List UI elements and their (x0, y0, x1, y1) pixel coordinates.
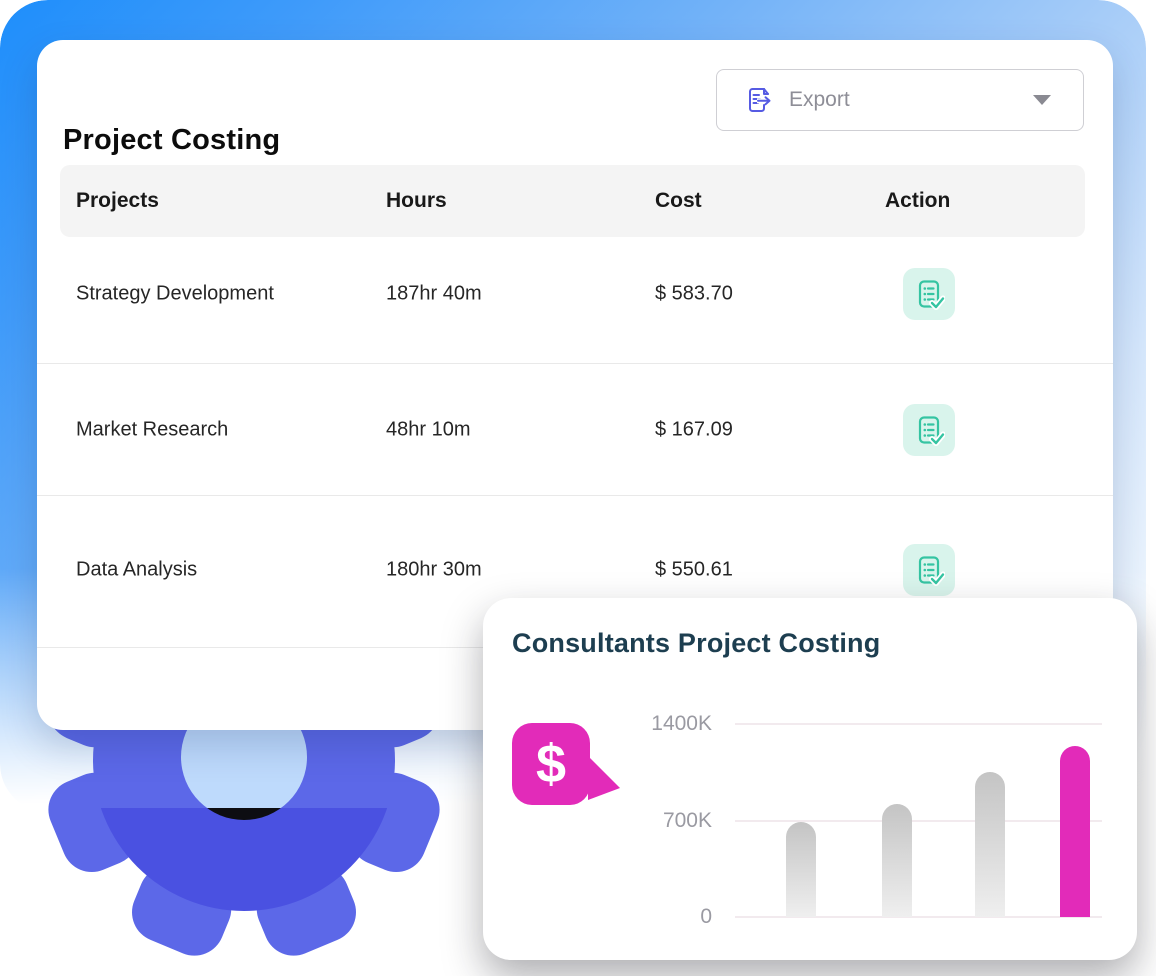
gridline (735, 916, 1102, 918)
export-button[interactable]: Export (716, 69, 1084, 131)
table-header-action: Action (885, 189, 951, 212)
chart-bar (975, 772, 1005, 917)
row-divider (37, 363, 1113, 364)
row-divider (37, 495, 1113, 496)
consultants-chart-card: Consultants Project Costing $ 1400K 700K… (483, 598, 1137, 960)
invoice-action-button[interactable] (903, 268, 955, 320)
project-cost: $ 550.61 (655, 558, 733, 581)
project-name: Data Analysis (76, 558, 198, 581)
project-cost: $ 583.70 (655, 282, 733, 305)
invoice-checklist-icon (918, 556, 945, 586)
gridline (735, 820, 1102, 822)
gridline (735, 723, 1102, 725)
dollar-badge-icon: $ (512, 723, 590, 805)
project-name: Market Research (76, 418, 229, 441)
project-cost: $ 167.09 (655, 418, 733, 441)
invoice-action-button[interactable] (903, 544, 955, 596)
invoice-checklist-icon (918, 416, 945, 446)
project-name: Strategy Development (76, 282, 274, 305)
y-axis-tick: 1400K (651, 712, 712, 735)
project-hours: 180hr 30m (386, 558, 482, 581)
dollar-symbol: $ (535, 734, 567, 794)
dollar-badge-tail (588, 756, 620, 800)
page-title: Project Costing (63, 124, 281, 156)
project-hours: 48hr 10m (386, 418, 471, 441)
table-header-projects: Projects (76, 189, 159, 212)
table-header-row: Projects Hours Cost Action (60, 165, 1085, 237)
invoice-checklist-icon (918, 280, 945, 310)
chart-bar (786, 822, 816, 917)
chevron-down-icon (1033, 95, 1051, 105)
y-axis-tick: 700K (662, 809, 712, 832)
table-header-cost: Cost (655, 189, 702, 212)
chart-title: Consultants Project Costing (512, 628, 881, 658)
export-document-icon (749, 88, 771, 112)
project-hours: 187hr 40m (386, 282, 482, 305)
chart-bar (1060, 746, 1090, 917)
invoice-action-button[interactable] (903, 404, 955, 456)
export-button-label: Export (789, 88, 850, 111)
y-axis-tick: 0 (700, 905, 712, 928)
chart-bar (882, 804, 912, 917)
table-header-hours: Hours (386, 189, 447, 212)
